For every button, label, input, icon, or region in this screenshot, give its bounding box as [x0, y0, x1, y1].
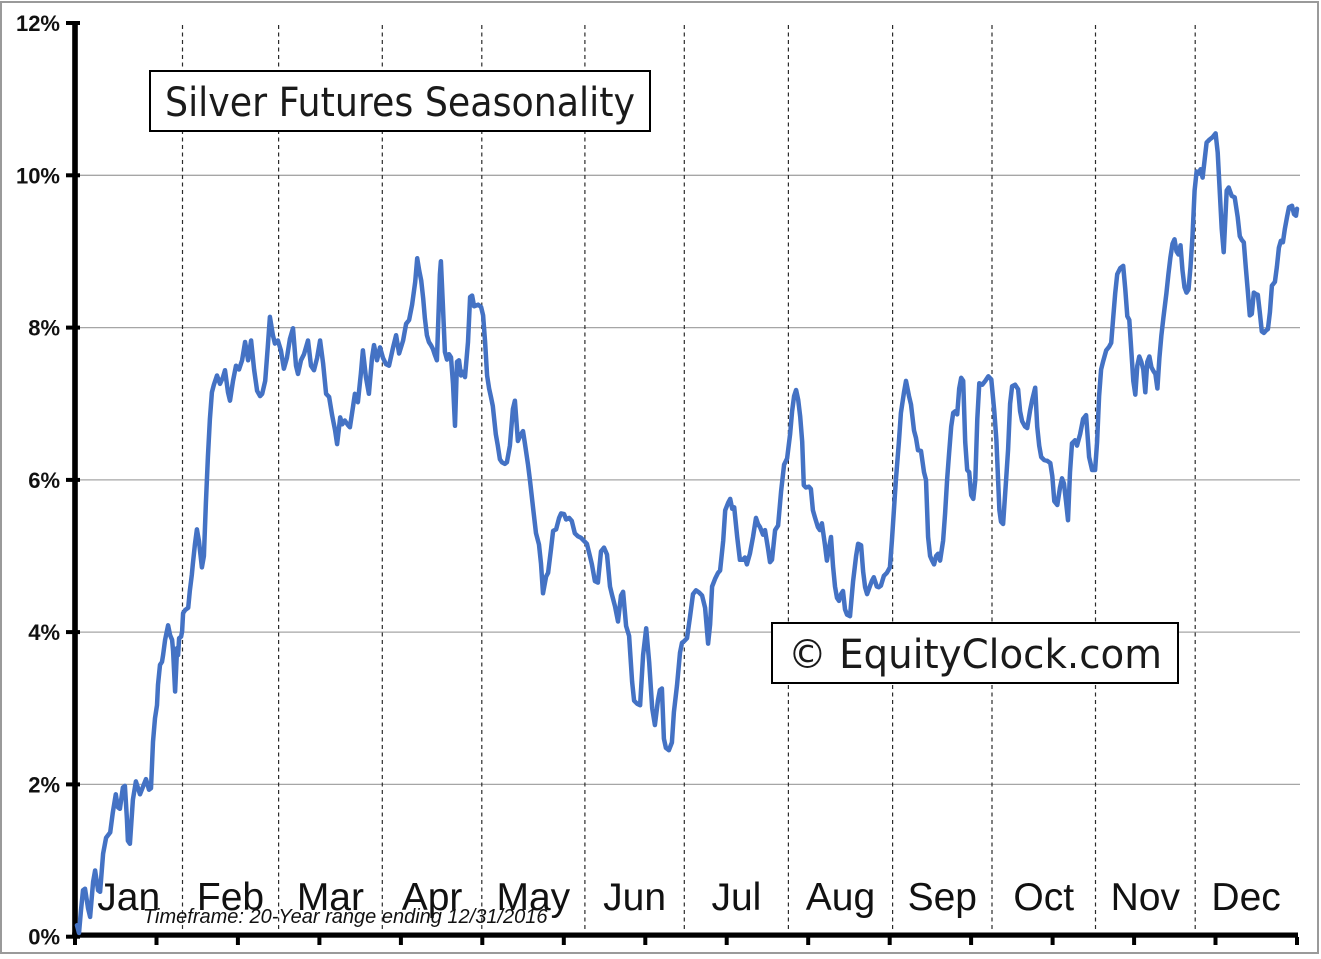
watermark-box	[771, 622, 1179, 684]
title-box	[149, 70, 651, 132]
x-axis-tick	[969, 937, 974, 945]
x-axis-tick	[317, 937, 322, 945]
y-axis-label: 10%	[16, 163, 60, 188]
month-label: Apr	[402, 876, 463, 919]
x-axis-tick	[1132, 937, 1137, 945]
x-axis-tick	[643, 937, 648, 945]
x-axis-tick	[398, 937, 403, 945]
y-axis-tick	[66, 477, 80, 482]
month-label: Sep	[908, 876, 977, 919]
watermark-text: © EquityClock.com	[788, 632, 1162, 678]
y-axis-tick	[66, 325, 80, 330]
month-label: Feb	[197, 876, 264, 919]
month-label: Dec	[1211, 876, 1280, 919]
y-axis-tick	[66, 630, 80, 635]
watermark-box-group: © EquityClock.com	[771, 622, 1179, 684]
month-label: Oct	[1013, 876, 1074, 919]
x-axis-tick	[73, 937, 77, 945]
y-axis-label: 8%	[28, 316, 60, 341]
month-label: Aug	[806, 876, 875, 919]
x-axis-tick	[724, 937, 729, 945]
chart-title: Silver Futures Seasonality	[165, 80, 635, 126]
y-axis-tick	[66, 173, 80, 178]
y-axis-label: 6%	[28, 468, 60, 493]
y-axis-label: 2%	[28, 772, 60, 797]
seasonality-line	[74, 131, 1300, 936]
month-label: Nov	[1111, 876, 1181, 919]
x-axis-tick	[235, 937, 240, 945]
y-axis-labels: 0% 2% 4% 6% 8% 10% 12%	[16, 11, 60, 950]
x-axis-tick	[887, 937, 892, 945]
x-axis-tick	[1213, 937, 1218, 945]
x-axis-tick	[561, 937, 566, 945]
month-label: Jan	[97, 876, 160, 919]
month-label: May	[496, 876, 570, 919]
gridlines	[78, 25, 1300, 933]
timeframe-note: Timeframe: 20-Year range ending 12/31/20…	[143, 906, 548, 928]
y-axis-tick	[66, 21, 80, 25]
x-axis-tick	[1295, 937, 1299, 945]
month-label: Jun	[603, 876, 666, 919]
y-axis-label: 4%	[28, 620, 60, 645]
x-axis-tick	[154, 937, 159, 945]
x-axis-tick	[480, 937, 485, 945]
y-axis-tick	[66, 782, 80, 787]
month-label: Mar	[297, 876, 364, 919]
x-axis-line	[72, 932, 1299, 938]
axes	[66, 21, 1299, 945]
month-labels: Jan Feb Mar Apr May Jun Jul Aug Sep Oct Nov Dec	[97, 876, 1281, 919]
y-axis-label: 12%	[16, 11, 60, 36]
x-axis-tick	[806, 937, 811, 945]
month-label: Jul	[711, 876, 761, 919]
x-axis-tick	[1050, 937, 1055, 945]
y-axis-label: 0%	[28, 925, 60, 950]
title-box-group: Silver Futures Seasonality	[149, 70, 651, 132]
